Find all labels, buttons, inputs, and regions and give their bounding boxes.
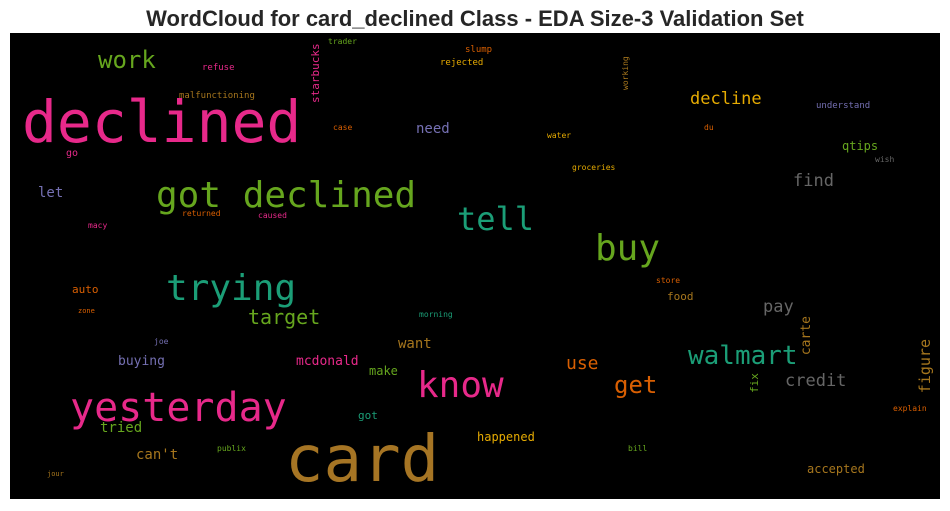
word-fix: fix	[748, 373, 761, 393]
word-pay: pay	[763, 297, 794, 317]
word-yesterday: yesterday	[70, 385, 287, 431]
word-cant: can't	[136, 447, 179, 463]
word-find: find	[793, 171, 834, 191]
word-understand: understand	[816, 101, 871, 111]
word-work: work	[98, 46, 156, 74]
chart-title: WordCloud for card_declined Class - EDA …	[146, 6, 804, 31]
word-buy: buy	[595, 228, 661, 269]
word-du: du	[704, 123, 714, 132]
word-slump: slump	[465, 45, 493, 55]
word-trying: trying	[166, 268, 297, 309]
word-jour: jour	[47, 470, 64, 478]
word-declined: declined	[22, 88, 302, 156]
word-groceries: groceries	[572, 163, 616, 172]
word-walmart: walmart	[688, 341, 798, 371]
word-macy: macy	[88, 221, 108, 230]
word-wish: wish	[875, 155, 895, 164]
word-working: working	[621, 56, 630, 90]
word-mcdonald: mcdonald	[296, 354, 359, 369]
word-happened: happened	[477, 430, 535, 444]
word-accepted: accepted	[807, 462, 865, 476]
word-decline: decline	[690, 89, 762, 109]
word-go: go	[66, 148, 79, 159]
word-returned: returned	[182, 209, 221, 218]
word-use: use	[566, 353, 599, 374]
word-morning: morning	[419, 310, 453, 319]
word-figure: figure	[916, 339, 934, 394]
word-target: target	[248, 305, 321, 329]
word-food: food	[667, 290, 694, 303]
word-caused: caused	[258, 211, 287, 220]
word-tried: tried	[100, 420, 143, 436]
word-credit: credit	[785, 371, 847, 391]
word-refuse: refuse	[202, 63, 235, 73]
word-tell: tell	[457, 200, 535, 238]
word-got: got	[358, 409, 378, 422]
word-want: want	[398, 336, 432, 352]
word-case: case	[333, 123, 353, 132]
word-rejected: rejected	[440, 58, 484, 68]
word-starbucks: starbucks	[309, 43, 322, 103]
word-store: store	[656, 276, 681, 285]
word-get: get	[614, 371, 658, 399]
word-carte: carte	[799, 316, 814, 356]
word-zone: zone	[78, 307, 95, 315]
word-water: water	[547, 131, 572, 140]
word-got-declined: got declined	[156, 175, 417, 216]
word-publix: publix	[217, 444, 246, 453]
word-card: card	[285, 423, 440, 497]
word-explain: explain	[893, 404, 927, 413]
word-need: need	[416, 121, 450, 137]
word-qtips: qtips	[842, 139, 879, 153]
wordcloud-canvas: card declined got declined yesterday try…	[10, 33, 940, 499]
word-joe: joe	[154, 337, 169, 346]
word-trader: trader	[328, 37, 357, 46]
word-let: let	[38, 185, 64, 201]
word-malfunctioning: malfunctioning	[179, 91, 255, 101]
word-know: know	[417, 365, 504, 406]
word-bill: bill	[628, 444, 648, 453]
word-buying: buying	[118, 354, 165, 369]
word-make: make	[369, 364, 398, 378]
word-auto: auto	[72, 283, 99, 296]
